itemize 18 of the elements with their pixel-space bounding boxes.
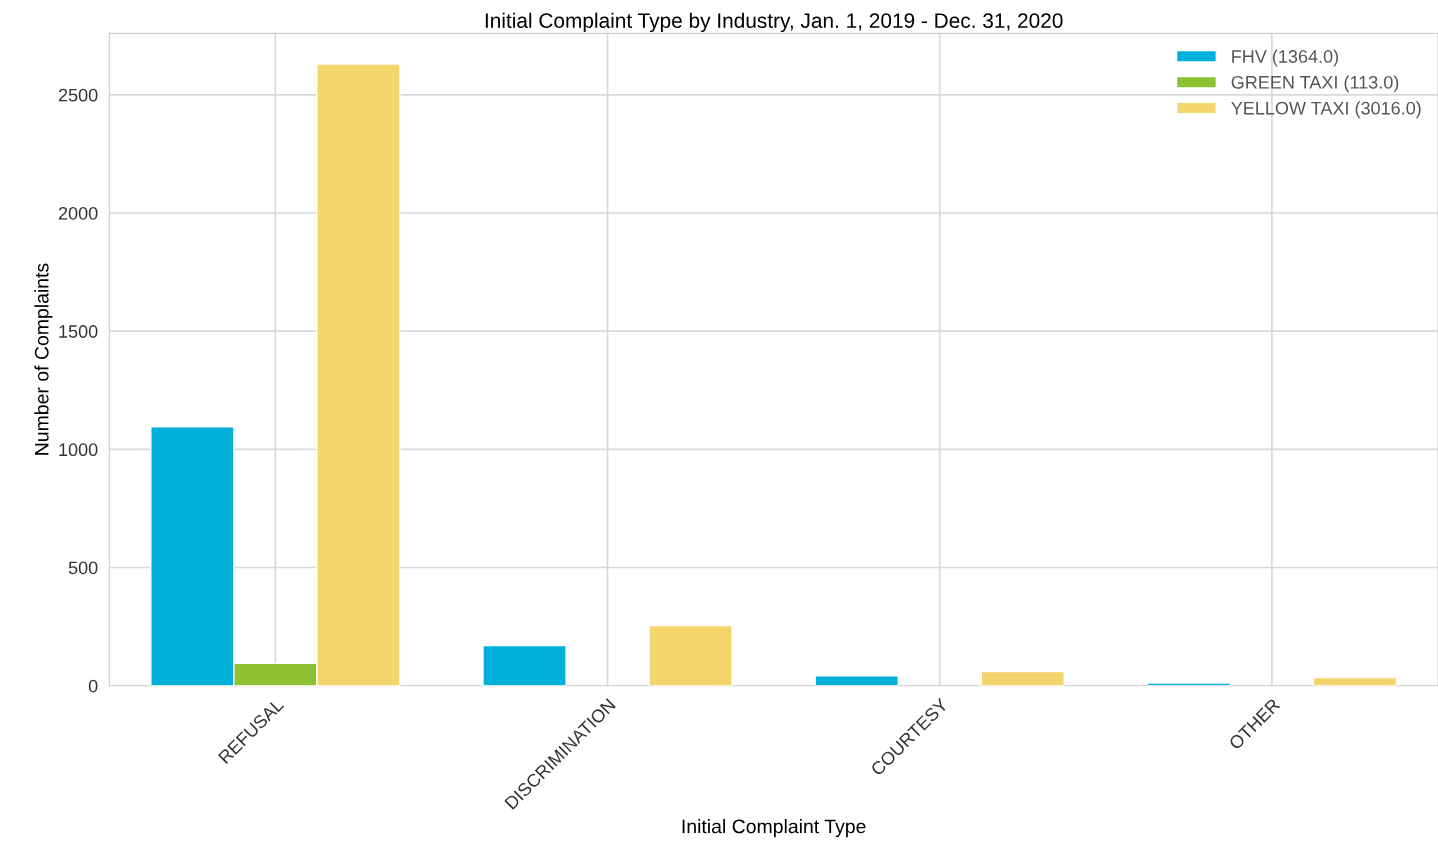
y-tick-label: 2500 [58, 88, 98, 102]
x-axis-title: Initial Complaint Type [682, 819, 866, 838]
bar [1146, 682, 1232, 686]
chart-title: Initial Complaint Type by Industry, Jan. 1, 2019 - Dec. 31, 2020 [485, 12, 1063, 33]
bar [648, 624, 733, 686]
y-tick-label: 2000 [58, 206, 98, 220]
legend-label: YELLOW TAXI (3016.0) [1231, 101, 1421, 119]
bar [482, 644, 567, 686]
legend-label: FHV (1364.0) [1232, 49, 1338, 67]
legend-label: GREEN TAXI (113.0) [1231, 75, 1399, 93]
bar [1312, 676, 1398, 686]
y-tick-label: 500 [68, 561, 98, 575]
y-tick-label: 1000 [59, 443, 98, 457]
y-tick-label: 0 [88, 679, 98, 693]
bar [980, 670, 1065, 686]
y-axis-title: Number of Complaints [34, 263, 53, 455]
y-tick-label: 1500 [59, 325, 98, 338]
bar [814, 675, 899, 686]
